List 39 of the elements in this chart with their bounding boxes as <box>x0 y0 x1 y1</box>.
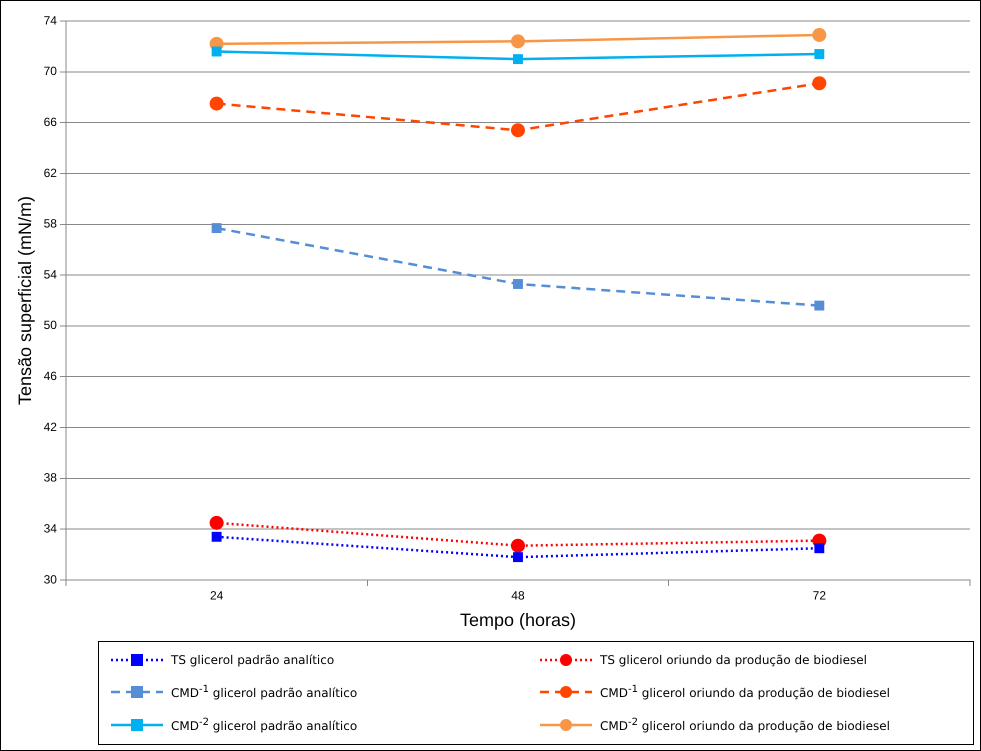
x-tick-label: 24 <box>210 588 224 603</box>
legend-label: CMD$^{-2}$ glicerol oriundo da produção de biodiesel <box>600 717 890 734</box>
y-tick-label: 42 <box>44 420 58 434</box>
y-tick-label: 70 <box>44 64 58 78</box>
y-tick-label: 54 <box>44 267 58 282</box>
x-axis-title: Tempo (horas) <box>460 610 576 630</box>
y-tick-label: 50 <box>44 318 58 332</box>
legend-label: TS glicerol oriundo da produção de biodiesel <box>600 652 867 667</box>
point <box>210 516 224 530</box>
legend-label: CMD$^{-2}$ glicerol padrão analítico <box>171 717 358 734</box>
point <box>814 300 824 311</box>
legend-label: CMD$^{-1}$ glicerol oriundo da produção de biodiesel <box>600 684 890 700</box>
point <box>212 532 222 542</box>
point <box>212 46 222 56</box>
point <box>812 28 826 42</box>
legend-label: TS glicerol padrão analítico <box>171 652 334 667</box>
y-tick-label: 46 <box>44 369 58 384</box>
point <box>510 34 525 48</box>
point <box>210 96 224 111</box>
x-tick-label: 48 <box>511 588 525 603</box>
point <box>513 54 523 64</box>
x-tick-label: 72 <box>812 588 826 603</box>
point <box>212 223 222 234</box>
y-tick-label: 66 <box>44 114 58 129</box>
y-tick-label: 30 <box>44 572 58 586</box>
point <box>510 123 525 138</box>
y-tick-label: 34 <box>44 521 58 536</box>
y-tick-label: 38 <box>44 470 58 485</box>
y-tick-label: 58 <box>44 216 58 231</box>
point <box>812 76 826 90</box>
y-tick-label: 62 <box>44 166 58 180</box>
point <box>510 538 525 553</box>
point <box>513 552 523 562</box>
point <box>814 49 824 59</box>
point <box>513 279 523 289</box>
y-tick-label: 74 <box>44 13 58 28</box>
legend-label: CMD$^{-1}$ glicerol padrão analítico <box>171 684 358 700</box>
point <box>814 543 824 554</box>
y-axis-title: Tensão superficial (mN/m) <box>14 196 35 406</box>
